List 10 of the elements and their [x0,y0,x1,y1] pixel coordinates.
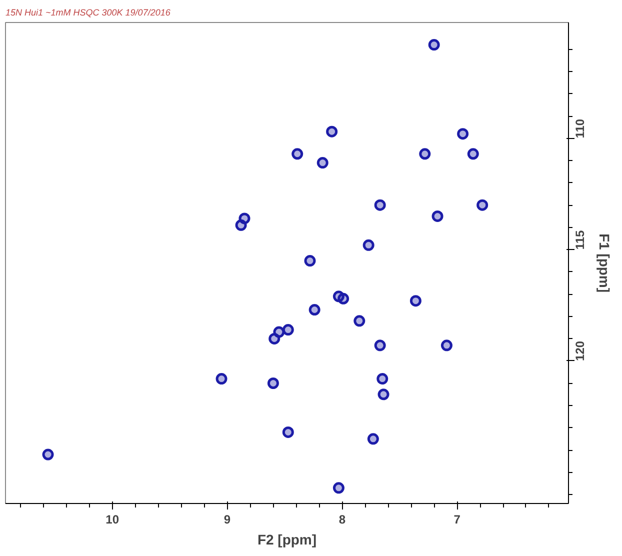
y-tick-label: 110 [573,118,587,138]
x-tick-label: 8 [338,512,346,526]
x-tick-label: 9 [224,512,231,526]
y-tick-label: 120 [573,340,587,361]
x-tick-label: 10 [106,512,120,526]
x-axis-title: F2 [ppm] [257,532,317,548]
chart-title: 15N Hui1 ~1mM HSQC 300K 19/07/2016 [6,8,170,18]
y-axis-title: F1 [ppm] [596,233,612,293]
y-tick-label: 115 [573,230,587,250]
x-tick-label: 7 [454,512,461,526]
